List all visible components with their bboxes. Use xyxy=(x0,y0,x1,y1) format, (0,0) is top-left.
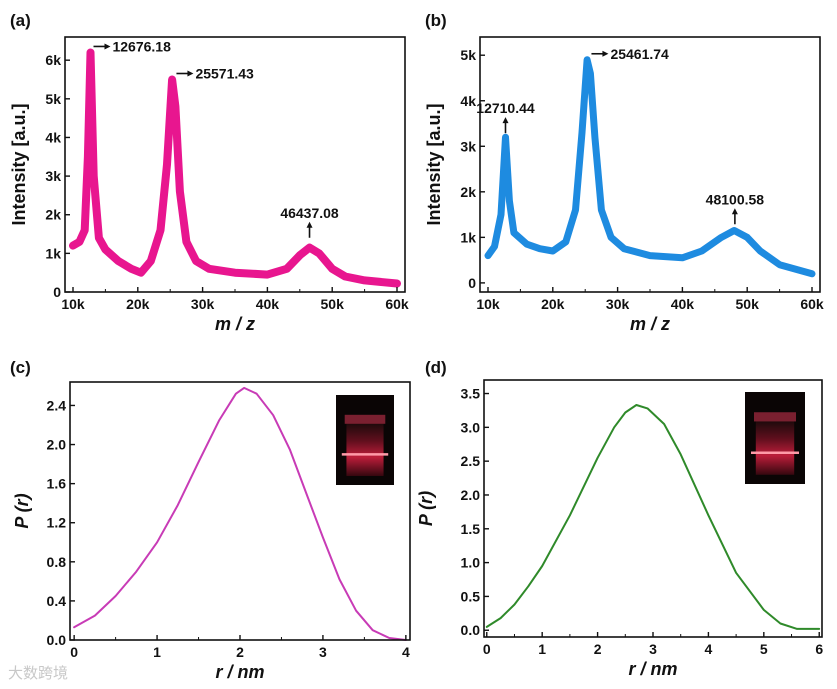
y-tick-label: 1.6 xyxy=(47,476,67,492)
y-tick-label: 4k xyxy=(460,93,476,109)
y-tick-label: 2k xyxy=(460,184,476,200)
y-tick-label: 2.0 xyxy=(47,437,67,453)
watermark: 大数跨境 xyxy=(8,664,69,682)
arrow-head xyxy=(502,117,509,124)
y-tick-label: 4k xyxy=(45,129,61,145)
x-tick-label: 40k xyxy=(671,296,695,312)
y-tick-label: 2k xyxy=(45,207,61,223)
x-tick-label: 3 xyxy=(319,644,327,660)
y-tick-label: 6k xyxy=(45,52,61,68)
inset-photo xyxy=(336,395,394,485)
x-tick-label: 3 xyxy=(649,641,657,657)
y-axis-label: P (r) xyxy=(416,491,436,526)
x-tick-label: 30k xyxy=(606,296,630,312)
panel-label: (b) xyxy=(425,11,447,30)
y-tick-label: 0.8 xyxy=(47,554,67,570)
arrow-head xyxy=(602,50,609,57)
x-tick-label: 60k xyxy=(385,296,409,312)
panel-c: (c) 0 1 2 3 4 0.0 0.4 0.8 1.2 1.6 2.0 2.4 r / nm P (r) xyxy=(10,358,411,682)
x-tick-label: 60k xyxy=(800,296,824,312)
series-line xyxy=(484,56,816,278)
y-tick-label: 3.5 xyxy=(461,386,481,402)
y-tick-label: 5k xyxy=(460,47,476,63)
x-axis-label: m / z xyxy=(215,314,255,334)
x-axis-label: m / z xyxy=(630,314,670,334)
peak-annotation: 12676.18 xyxy=(112,38,171,54)
peak-annotation: 46437.08 xyxy=(280,205,339,221)
panel-b: (b) 10k 20k 30k 40k 50k 60k 0 1k 2k 3k 4k 5k m / z Int… xyxy=(424,11,824,334)
y-tick-label: 0.0 xyxy=(47,632,67,648)
x-tick-label: 1 xyxy=(153,644,161,660)
x-tick-label: 50k xyxy=(321,296,345,312)
arrow-head xyxy=(104,43,111,50)
peak-annotation: 12710.44 xyxy=(476,100,535,116)
x-tick-label: 20k xyxy=(126,296,150,312)
x-tick-label: 20k xyxy=(541,296,565,312)
y-axis-label: Intensity [a.u.] xyxy=(424,103,444,225)
y-tick-label: 3k xyxy=(460,138,476,154)
x-tick-label: 10k xyxy=(61,296,85,312)
x-tick-label: 10k xyxy=(476,296,500,312)
y-tick-label: 0.0 xyxy=(461,622,481,638)
peak-annotation: 25571.43 xyxy=(195,66,254,82)
x-tick-label: 40k xyxy=(256,296,280,312)
x-tick-label: 2 xyxy=(236,644,244,660)
x-tick-label: 0 xyxy=(70,644,78,660)
x-tick-label: 4 xyxy=(402,644,410,660)
series-line xyxy=(73,386,407,641)
inset-photo xyxy=(745,392,805,484)
y-tick-label: 1.2 xyxy=(47,515,67,531)
x-tick-label: 6 xyxy=(815,641,823,657)
y-axis-label: Intensity [a.u.] xyxy=(9,103,29,225)
y-tick-label: 1.5 xyxy=(461,521,481,537)
y-tick-label: 0.4 xyxy=(47,593,67,609)
peak-annotation: 48100.58 xyxy=(706,191,765,207)
panel-a: (a) 10k 20k 30k 40k 50k 60k 0 1k 2k 3k 4k 5k 6k m / z I… xyxy=(9,11,409,334)
peak-annotation: 25461.74 xyxy=(610,46,669,62)
y-axis-label: P (r) xyxy=(12,493,32,528)
y-tick-label: 2.4 xyxy=(47,397,67,413)
y-tick-label: 1k xyxy=(45,245,61,261)
y-tick-label: 0 xyxy=(468,275,476,291)
x-tick-label: 50k xyxy=(736,296,760,312)
arrow-head xyxy=(731,208,738,215)
x-tick-label: 30k xyxy=(191,296,215,312)
y-tick-label: 2.0 xyxy=(461,487,481,503)
panel-label: (a) xyxy=(10,11,31,30)
x-axis-label: r / nm xyxy=(215,662,264,682)
arrow-head xyxy=(306,221,313,228)
y-tick-label: 5k xyxy=(45,91,61,107)
panel-label: (c) xyxy=(10,358,31,377)
panel-label: (d) xyxy=(425,358,447,377)
arrow-head xyxy=(187,70,194,77)
x-tick-label: 1 xyxy=(538,641,546,657)
x-tick-label: 2 xyxy=(594,641,602,657)
y-tick-label: 2.5 xyxy=(461,453,481,469)
y-tick-label: 1.0 xyxy=(461,555,481,571)
x-tick-label: 5 xyxy=(760,641,768,657)
panel-d: (d) 0 1 2 3 4 5 6 0.0 0.5 1.0 1.5 2.0 2.5 3.0 3.5 r / nm… xyxy=(416,358,823,679)
series-line xyxy=(69,48,401,288)
y-tick-label: 0.5 xyxy=(461,588,481,604)
y-tick-label: 3k xyxy=(45,168,61,184)
series-line xyxy=(485,404,821,630)
x-axis-label: r / nm xyxy=(628,659,677,679)
y-tick-label: 3.0 xyxy=(461,419,481,435)
x-tick-label: 0 xyxy=(483,641,491,657)
y-tick-label: 1k xyxy=(460,229,476,245)
y-tick-label: 0 xyxy=(53,284,61,300)
x-tick-label: 4 xyxy=(705,641,713,657)
